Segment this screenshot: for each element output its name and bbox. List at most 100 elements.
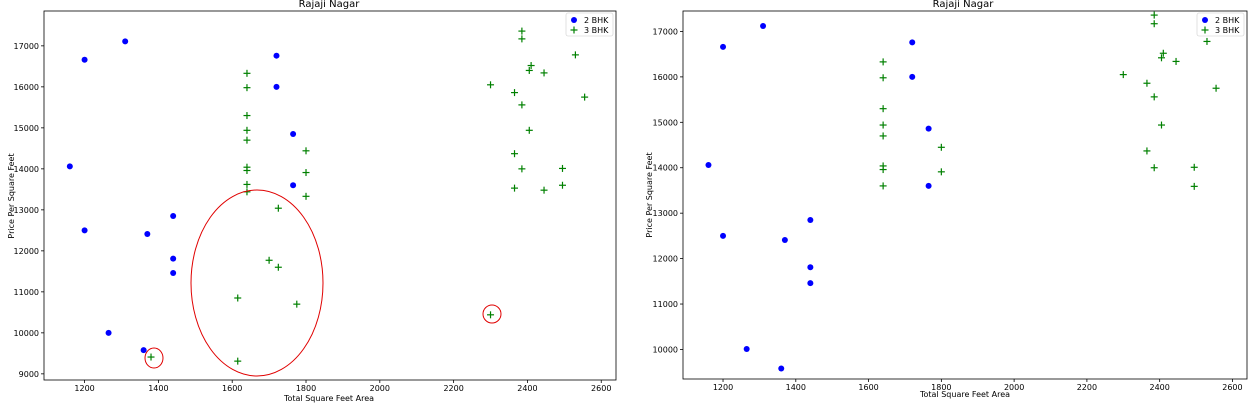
point-3bhk — [511, 184, 519, 192]
point-2bhk — [140, 347, 147, 354]
point-3bhk — [234, 357, 242, 365]
point-2bhk — [909, 39, 916, 46]
legend-left: 2 BHK 3 BHK — [565, 12, 614, 37]
point-2bhk — [720, 43, 727, 50]
y-tick-label-left: 17000 — [14, 42, 39, 51]
y-axis-label-left: Price Per Square Feet — [7, 153, 16, 238]
point-3bhk — [525, 66, 533, 74]
legend-marker-3bhk-left — [570, 26, 578, 34]
y-tick-label-left: 16000 — [14, 83, 39, 92]
legend-label-2bhk-right: 2 BHK — [1215, 16, 1240, 25]
point-3bhk — [1150, 20, 1158, 28]
x-tick-label-right: 2200 — [1077, 383, 1097, 392]
point-3bhk — [487, 81, 495, 89]
point-2bhk — [720, 232, 727, 239]
ticks-right: 1200 1400 1600 1800 2000 2200 2400 2600 10000 110… — [653, 27, 1243, 392]
x-axis-label-right: Total Square Feet Area — [919, 390, 1010, 399]
legend-box-right — [1196, 12, 1245, 37]
legend-right: 2 BHK 3 BHK — [1196, 12, 1245, 37]
x-tick-label-right: 1600 — [858, 383, 878, 392]
point-3bhk — [274, 204, 282, 212]
y-tick-label-right: 11000 — [653, 300, 678, 309]
point-3bhk — [302, 147, 310, 155]
point-3bhk — [540, 186, 548, 194]
annotation-left — [144, 189, 502, 377]
x-axis-label-left: Total Square Feet Area — [283, 394, 374, 403]
x-tick-label-left: 2600 — [591, 384, 611, 393]
point-2bhk — [807, 216, 814, 223]
point-2bhk — [170, 213, 177, 219]
point-3bhk — [1119, 71, 1127, 79]
y-tick-label-left: 11000 — [14, 288, 39, 297]
y-tick-label-left: 9000 — [19, 370, 39, 379]
y-tick-label-right: 15000 — [653, 118, 678, 127]
y-tick-label-left: 13000 — [14, 206, 39, 215]
x-tick-label-right: 1200 — [713, 383, 733, 392]
point-3bhk — [1159, 49, 1167, 57]
legend-label-3bhk-right: 3 BHK — [1215, 26, 1240, 35]
x-tick-label-left: 2000 — [370, 384, 390, 393]
point-3bhk — [1150, 164, 1158, 172]
legend-label-3bhk-left: 3 BHK — [584, 26, 609, 35]
annotation-ellipse-small-left — [144, 347, 164, 369]
plot-frame-right — [682, 10, 1248, 380]
legend-box-left — [565, 12, 614, 37]
point-3bhk — [581, 93, 589, 101]
point-3bhk — [1203, 37, 1211, 45]
x-tick-label-right: 2600 — [1222, 383, 1242, 392]
point-3bhk — [879, 132, 887, 140]
chart-title-right: Rajaji Nagar — [933, 0, 995, 10]
y-tick-label-right: 10000 — [653, 345, 678, 354]
point-3bhk — [518, 165, 526, 173]
point-2bhk — [170, 255, 177, 262]
y-tick-label-right: 13000 — [653, 209, 678, 218]
point-3bhk — [243, 112, 251, 120]
point-3bhk — [1157, 121, 1165, 129]
point-3bhk — [1143, 147, 1151, 155]
point-3bhk — [1172, 57, 1180, 65]
x-tick-label-right: 1400 — [786, 383, 806, 392]
point-2bhk — [778, 365, 785, 372]
y-tick-label-right: 17000 — [653, 27, 678, 36]
legend-marker-2bhk-left — [571, 17, 577, 23]
y-tick-label-right: 16000 — [653, 73, 678, 82]
point-2bhk — [807, 280, 814, 287]
point-2bhk — [290, 131, 297, 137]
y-tick-label-left: 15000 — [14, 124, 39, 133]
point-2bhk — [170, 269, 177, 276]
point-2bhk — [807, 264, 814, 271]
point-3bhk — [879, 166, 887, 174]
point-3bhk — [1150, 11, 1158, 19]
x-tick-label-left: 2200 — [443, 384, 463, 393]
point-3bhk — [879, 182, 887, 190]
chart-right: Rajaji Nagar 1200 1400 1600 1800 2000 2200 240… — [645, 0, 1248, 399]
point-3bhk — [302, 192, 310, 200]
annotation-ellipse-small-right — [482, 304, 502, 324]
y-tick-label-left: 12000 — [14, 247, 39, 256]
point-2bhk — [66, 163, 73, 170]
point-3bhk — [518, 27, 526, 35]
x-tick-label-left: 1400 — [148, 384, 168, 393]
point-2bhk — [273, 83, 280, 90]
plot-frame-left — [43, 10, 617, 381]
legend-marker-3bhk-right — [1201, 26, 1209, 34]
x-tick-label-left: 1600 — [222, 384, 242, 393]
x-tick-label-left: 2400 — [517, 384, 537, 393]
legend-marker-2bhk-right — [1202, 17, 1208, 23]
point-2bhk — [743, 346, 750, 353]
points-left — [66, 27, 589, 365]
y-tick-label-right: 12000 — [653, 255, 678, 264]
point-2bhk — [81, 227, 88, 234]
point-3bhk — [518, 35, 526, 43]
point-3bhk — [293, 300, 301, 308]
point-2bhk — [81, 56, 88, 63]
point-3bhk — [243, 166, 251, 174]
point-2bhk — [781, 236, 788, 243]
point-2bhk — [290, 182, 297, 189]
point-2bhk — [144, 231, 151, 238]
point-2bhk — [925, 182, 932, 189]
x-tick-label-right: 2400 — [1149, 383, 1169, 392]
point-3bhk — [243, 69, 251, 77]
y-tick-label-left: 10000 — [14, 329, 39, 338]
